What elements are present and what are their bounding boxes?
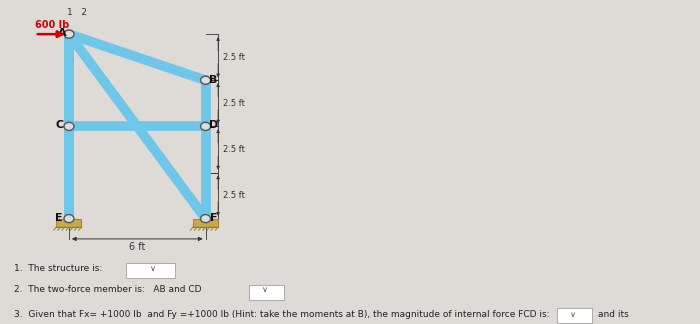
Text: 2.5 ft: 2.5 ft [223,99,244,108]
Text: 600 lb: 600 lb [35,20,69,30]
Bar [556,308,592,323]
Bar [57,219,81,227]
Bar [248,284,284,299]
Bar [193,219,218,227]
Circle shape [64,214,74,223]
Text: ∨: ∨ [570,310,575,319]
Bar [126,263,175,278]
Circle shape [64,30,74,38]
Text: E: E [55,213,62,223]
Text: F: F [210,213,217,223]
Text: 2.  The two-force member is:   AB and CD: 2. The two-force member is: AB and CD [14,285,202,295]
Text: 6 ft: 6 ft [129,242,146,252]
Text: 3.  Given that Fx= +1000 lb  and Fy =+1000 lb (Hint: take the moments at B), the: 3. Given that Fx= +1000 lb and Fy =+1000… [14,310,550,319]
Circle shape [64,122,74,131]
Circle shape [201,122,211,131]
Text: 1.  The structure is:: 1. The structure is: [14,264,102,273]
Circle shape [201,76,211,84]
Text: and its: and its [598,310,629,319]
Text: C: C [56,121,64,131]
Text: ∨: ∨ [262,285,267,295]
Text: 2.5 ft: 2.5 ft [223,53,244,62]
Circle shape [201,214,211,223]
Text: 2.5 ft: 2.5 ft [223,145,244,154]
Text: 1   2: 1 2 [67,8,87,17]
Text: 2.5 ft: 2.5 ft [223,191,244,200]
Text: D: D [209,121,218,131]
Text: ∨: ∨ [150,264,155,273]
Text: B: B [209,75,218,85]
Text: A: A [58,28,66,38]
